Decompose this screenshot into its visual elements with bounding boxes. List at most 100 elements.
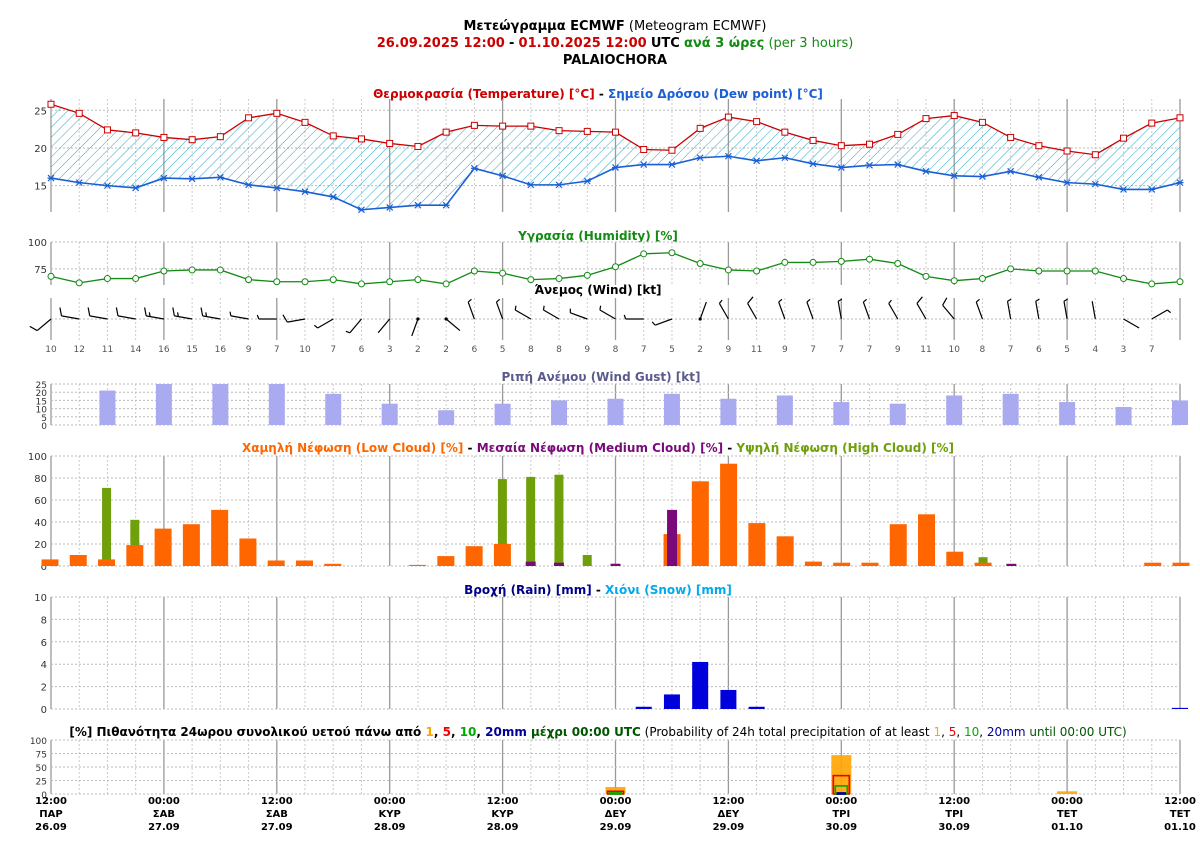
temperature-point bbox=[273, 109, 281, 117]
x-tick-time: 00:00 bbox=[374, 796, 406, 807]
temperature-point bbox=[1176, 114, 1184, 122]
dewpoint-point bbox=[894, 161, 902, 168]
prob-10mm-bar bbox=[608, 792, 623, 795]
wind-barb bbox=[651, 318, 673, 326]
wind-speed-label: 3 bbox=[387, 345, 393, 355]
wind-barb bbox=[200, 307, 221, 320]
wind-calm-dot bbox=[444, 317, 448, 321]
gust-bar bbox=[776, 395, 793, 425]
wind-barb-staff bbox=[916, 303, 927, 320]
wind-speed-label: 7 bbox=[810, 345, 816, 355]
temperature-point bbox=[724, 113, 732, 121]
humidity-point bbox=[809, 258, 817, 266]
wind-speed-label: 8 bbox=[613, 345, 619, 355]
wind-barb-staff bbox=[467, 301, 475, 320]
wind-speed-label: 7 bbox=[867, 345, 873, 355]
gust-bar bbox=[325, 393, 342, 425]
wind-barb bbox=[837, 298, 843, 320]
wind-barb bbox=[377, 318, 391, 334]
prob-1mm-bar bbox=[1057, 791, 1078, 794]
wind-barb-feather bbox=[172, 307, 175, 316]
dewpoint-point bbox=[188, 175, 196, 183]
high-cloud-bar bbox=[526, 476, 536, 566]
wind-barb-half-feather bbox=[229, 311, 232, 316]
gust-ytick-label: 25 bbox=[36, 381, 47, 391]
temperature-point bbox=[103, 126, 111, 134]
dewpoint-point bbox=[470, 164, 478, 172]
humidity-point bbox=[1091, 267, 1099, 275]
prob-title-part: , bbox=[476, 725, 485, 739]
low-cloud-bar bbox=[239, 538, 257, 566]
low-cloud-bar bbox=[946, 551, 964, 566]
wind-barb-staff bbox=[975, 301, 983, 320]
humidity-point bbox=[103, 275, 111, 283]
dewpoint-point bbox=[753, 157, 761, 165]
dewpoint-point bbox=[357, 206, 365, 214]
humidity-point bbox=[640, 250, 648, 258]
wind-barb-half-feather bbox=[837, 298, 843, 302]
low-cloud-bar bbox=[974, 562, 992, 566]
precip-panel-title: Βροχή (Rain) [mm] - Χιόνι (Snow) [mm] bbox=[464, 583, 732, 597]
gust-bar bbox=[99, 390, 116, 425]
medium-cloud-bar bbox=[610, 563, 621, 566]
gust-bar bbox=[1002, 393, 1019, 425]
low-cloud-bar bbox=[465, 546, 483, 566]
humidity-point bbox=[866, 255, 874, 263]
dewpoint-point bbox=[866, 161, 874, 169]
prob-title-part: 10 bbox=[460, 725, 477, 739]
temperature-point bbox=[894, 130, 902, 138]
humidity-point bbox=[386, 278, 394, 286]
wind-barb-staff bbox=[888, 303, 899, 320]
humidity-point bbox=[216, 266, 224, 274]
dewpoint-point bbox=[386, 204, 394, 211]
wind-barb bbox=[1063, 298, 1068, 320]
medium-cloud-bar bbox=[667, 509, 678, 566]
x-tick-day: ΚΥΡ bbox=[379, 809, 401, 820]
dewpoint-point bbox=[414, 201, 422, 209]
wind-barb-staff bbox=[411, 318, 419, 337]
wind-barb bbox=[623, 314, 644, 320]
wind-speed-label: 2 bbox=[415, 345, 421, 355]
every-normal: (per 3 hours) bbox=[768, 36, 853, 51]
gust-bar bbox=[720, 398, 737, 425]
wind-speed-label: 9 bbox=[584, 345, 590, 355]
x-tick-time: 12:00 bbox=[35, 796, 67, 807]
x-tick-time: 12:00 bbox=[261, 796, 293, 807]
temperature-point bbox=[668, 146, 676, 154]
wind-barb-feather bbox=[29, 325, 38, 332]
x-tick-date: 01.10 bbox=[1051, 822, 1083, 833]
wind-barb bbox=[345, 318, 362, 334]
x-tick-day: ΣΑΒ bbox=[153, 809, 175, 820]
temperature-point bbox=[357, 135, 365, 143]
wind-barb-staff bbox=[1091, 301, 1096, 320]
low-cloud-bar bbox=[154, 528, 172, 566]
wind-barb bbox=[313, 318, 334, 329]
wind-speed-label: 9 bbox=[895, 345, 901, 355]
temperature-point bbox=[837, 142, 845, 150]
wind-barb-staff bbox=[862, 301, 871, 320]
header-title-bold: Μετεώγραμμα ECMWF bbox=[463, 19, 624, 34]
wind-speed-label: 7 bbox=[274, 345, 280, 355]
x-tick-date: 01.10 bbox=[1164, 822, 1196, 833]
low-cloud-bar bbox=[126, 545, 144, 566]
humidity-panel-title: Υγρασία (Humidity) [%] bbox=[517, 229, 678, 243]
wind-barb-half-feather bbox=[599, 305, 602, 311]
humidity-point bbox=[414, 276, 422, 284]
medium-cloud-title: Μεσαία Νέφωση (Medium Cloud) [%] bbox=[477, 441, 723, 455]
rain-ytick-label: 6 bbox=[41, 638, 47, 649]
wind-speed-label: 6 bbox=[472, 345, 478, 355]
cloud-ytick-label: 80 bbox=[34, 474, 47, 485]
wind-barb bbox=[1006, 298, 1012, 320]
wind-barb-half-feather bbox=[1035, 298, 1040, 302]
low-cloud-bar bbox=[1144, 562, 1162, 566]
x-tick-day: ΤΕΤ bbox=[1057, 809, 1078, 820]
dewpoint-point bbox=[781, 154, 789, 162]
dewpoint-point bbox=[75, 179, 83, 187]
wind-speed-label: 11 bbox=[102, 345, 113, 355]
wind-barb bbox=[542, 305, 560, 320]
wind-barb bbox=[411, 317, 420, 337]
cloud-ytick-label: 60 bbox=[34, 496, 47, 507]
low-cloud-bar bbox=[41, 559, 59, 566]
gust-bar bbox=[663, 393, 680, 425]
dewpoint-point bbox=[1035, 173, 1043, 181]
